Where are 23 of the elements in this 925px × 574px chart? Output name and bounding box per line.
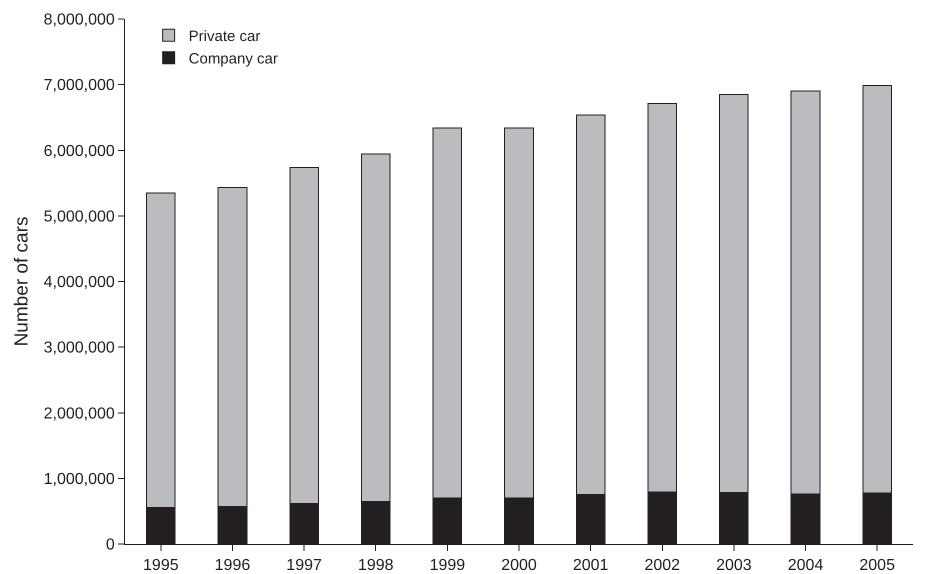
y-tick-label: 8,000,000 — [44, 12, 115, 29]
y-tick-label: 6,000,000 — [44, 142, 115, 160]
y-tick-label: 1,000,000 — [44, 470, 115, 488]
x-tick-label: 2005 — [859, 557, 896, 574]
x-tick-label: 1997 — [286, 557, 322, 574]
x-tick-label: 1995 — [143, 557, 179, 574]
x-tick-label: 1999 — [430, 557, 466, 574]
x-tick-label: 1996 — [214, 557, 250, 574]
y-tick-label: 0 — [106, 536, 115, 554]
y-tick-label: 2,000,000 — [44, 405, 115, 422]
y-tick-label: 3,000,000 — [44, 340, 115, 357]
x-tick-label: 1998 — [358, 557, 394, 574]
x-tick-label: 2001 — [572, 557, 609, 574]
legend-label: Company car — [188, 50, 278, 68]
x-tick-label: 2003 — [716, 557, 752, 574]
x-tick-label: 2004 — [788, 557, 824, 574]
y-tick-label: 4,000,000 — [44, 274, 115, 292]
y-tick-label: 7,000,000 — [44, 77, 115, 94]
y-tick-label: 5,000,000 — [44, 208, 115, 226]
x-tick-label: 2002 — [644, 557, 680, 574]
y-axis-title: Number of cars — [11, 216, 32, 346]
x-tick-label: 2000 — [501, 557, 537, 574]
legend-label: Private car — [188, 28, 260, 46]
